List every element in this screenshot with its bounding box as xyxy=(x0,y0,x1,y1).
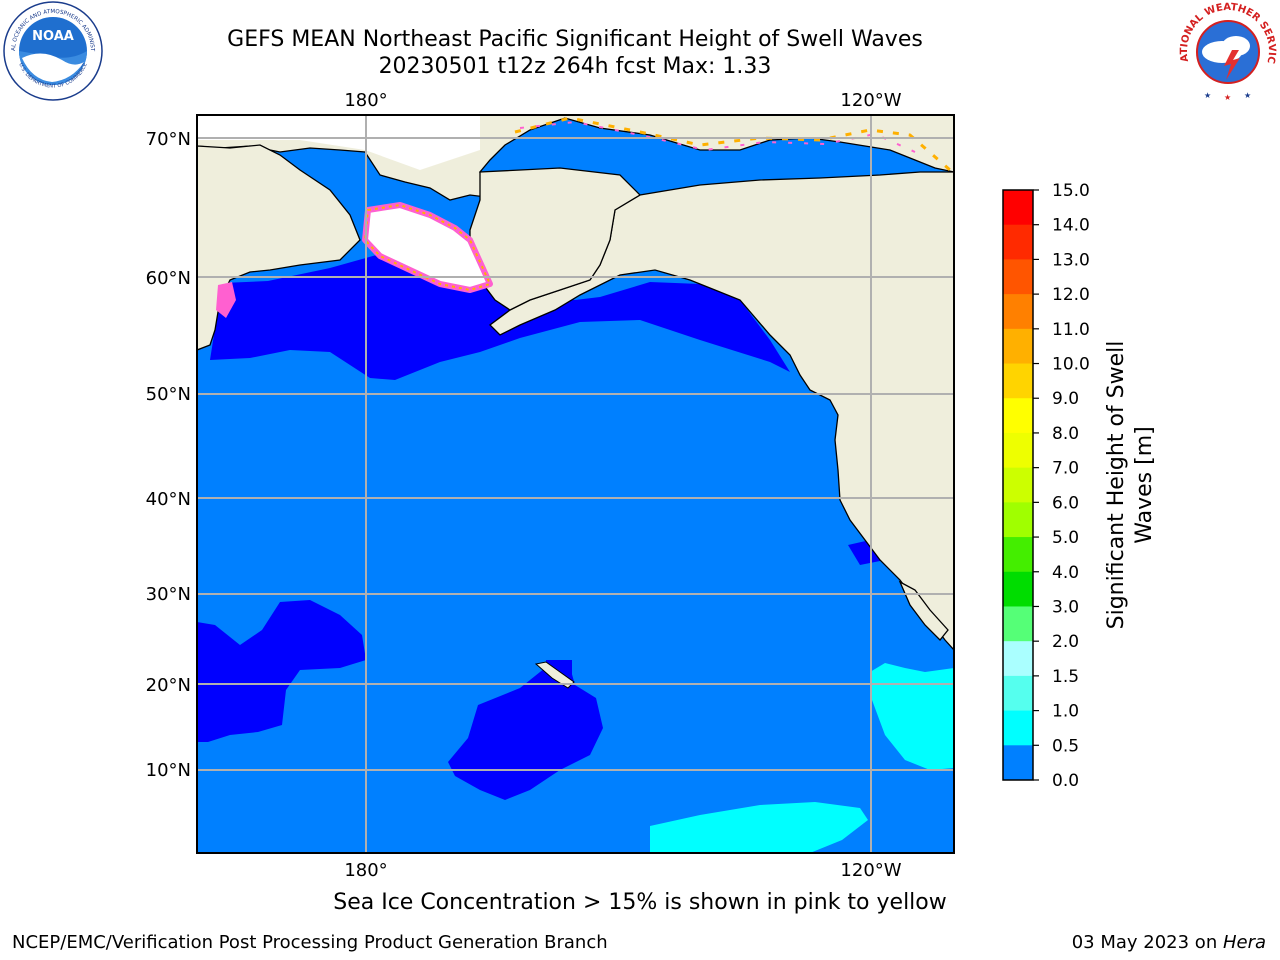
colorbar-tick-label: 11.0 xyxy=(1052,320,1090,340)
lat-labels: 70°N 60°N 50°N 40°N 30°N 20°N 10°N xyxy=(146,129,191,781)
colorbar-tick-label: 9.0 xyxy=(1052,389,1079,409)
svg-text:★: ★ xyxy=(1244,91,1251,100)
map-area xyxy=(197,115,954,853)
colorbar-tick-label: 7.0 xyxy=(1052,459,1079,479)
footer-machine: Hera xyxy=(1222,932,1266,953)
colorbar-segment xyxy=(1003,606,1033,642)
footer-date-text: 03 May 2023 on xyxy=(1071,932,1223,953)
nws-logo: NATIONAL WEATHER SERVICE ★ ★ ★ xyxy=(1176,0,1278,102)
colorbar-segment xyxy=(1003,537,1033,573)
lat-label: 20°N xyxy=(146,675,191,696)
colorbar-segment xyxy=(1003,224,1033,260)
sea-ice-caption: Sea Ice Concentration > 15% is shown in … xyxy=(333,890,947,915)
colorbar-segment xyxy=(1003,398,1033,434)
lon-label-top: 180° xyxy=(344,90,387,111)
sea-ice-bering-edge xyxy=(363,203,492,292)
colorbar-segment xyxy=(1003,675,1033,712)
colorbar-segment xyxy=(1003,432,1033,469)
sea-ice-okhotsk xyxy=(216,282,236,318)
land-hawaii xyxy=(534,661,575,689)
colorbar-frame xyxy=(1002,189,1034,781)
low-swell-region-west xyxy=(197,600,366,742)
noaa-logo: NOAA NATIONAL OCEANIC AND ATMOSPHERIC AD… xyxy=(2,0,103,101)
low-swell-region-central xyxy=(448,660,603,800)
low-swell-patch-coast xyxy=(848,540,885,565)
colorbar-segment xyxy=(1003,745,1033,781)
graticule xyxy=(197,115,954,853)
map-frame xyxy=(196,114,955,854)
sea-ice-arctic-fringe xyxy=(514,116,951,172)
lon-label-bottom: 180° xyxy=(344,860,387,881)
svg-text:★: ★ xyxy=(1204,91,1211,100)
land-siberia xyxy=(197,144,361,351)
colorbar-tick-label: 13.0 xyxy=(1052,250,1090,270)
lat-label: 10°N xyxy=(146,760,191,781)
colorbar-tick-label: 10.0 xyxy=(1052,355,1090,375)
colorbar-tick-label: 1.0 xyxy=(1052,702,1079,722)
colorbar-tick-label: 6.0 xyxy=(1052,493,1079,513)
colorbar-tick-label: 15.0 xyxy=(1052,181,1090,201)
footer-credit: NCEP/EMC/Verification Post Processing Pr… xyxy=(12,932,608,953)
colorbar-tick-label: 2.0 xyxy=(1052,632,1079,652)
svg-text:★: ★ xyxy=(1224,93,1231,102)
noaa-logo-text: NOAA xyxy=(32,29,74,44)
colorbar-tick-label: 0.0 xyxy=(1052,771,1079,791)
colorbar-tick-label: 0.5 xyxy=(1052,736,1079,756)
colorbar-segment xyxy=(1003,641,1033,677)
footer-date: 03 May 2023 on Hera xyxy=(1072,932,1266,953)
colorbar-segment xyxy=(1003,502,1033,538)
lon-label-top: 120°W xyxy=(840,90,901,111)
map-subtitle: 20230501 t12z 264h fcst Max: 1.33 xyxy=(378,54,772,79)
lat-label: 50°N xyxy=(146,384,191,405)
lat-label: 60°N xyxy=(146,268,191,289)
colorbar-tick-label: 14.0 xyxy=(1052,216,1090,236)
colorbar-segment xyxy=(1003,710,1033,746)
lat-label: 40°N xyxy=(146,489,191,510)
colorbar-tick-label: 8.0 xyxy=(1052,424,1079,444)
colorbar-tick-label: 4.0 xyxy=(1052,563,1079,583)
lon-label-bottom: 120°W xyxy=(840,860,901,881)
sea-ice-arctic-fringe-pink xyxy=(519,120,916,153)
lon-labels: 180° 120°W 180° 120°W xyxy=(344,90,901,881)
lat-label: 70°N xyxy=(146,129,191,150)
colorbar-label-line1: Significant Height of Swell xyxy=(1104,341,1129,630)
colorbar-segment xyxy=(1003,363,1033,399)
colorbar-segment xyxy=(1003,294,1033,330)
map-title: GEFS MEAN Northeast Pacific Significant … xyxy=(227,27,923,52)
colorbar-tick-label: 12.0 xyxy=(1052,285,1090,305)
swell-cyan-south xyxy=(650,802,868,853)
colorbar-tick-label: 3.0 xyxy=(1052,597,1079,617)
lat-label: 30°N xyxy=(146,584,191,605)
colorbar-tick-label: 1.5 xyxy=(1052,667,1079,687)
colorbar-tick-label: 5.0 xyxy=(1052,528,1079,548)
colorbar-segment xyxy=(1003,328,1033,365)
colorbar-segment xyxy=(1003,571,1033,607)
colorbar-segment xyxy=(1003,190,1033,226)
swell-cyan-east xyxy=(870,663,954,770)
colorbar-segment xyxy=(1003,467,1033,503)
colorbar-segment xyxy=(1003,259,1033,295)
sea-ice-chukchi xyxy=(197,115,480,170)
colorbar: 15.0 14.0 13.0 12.0 11.0 10.0 9.0 8.0 7.0 6.0 5.0 4… xyxy=(1002,181,1090,791)
colorbar-label-line2: Waves [m] xyxy=(1132,426,1157,543)
